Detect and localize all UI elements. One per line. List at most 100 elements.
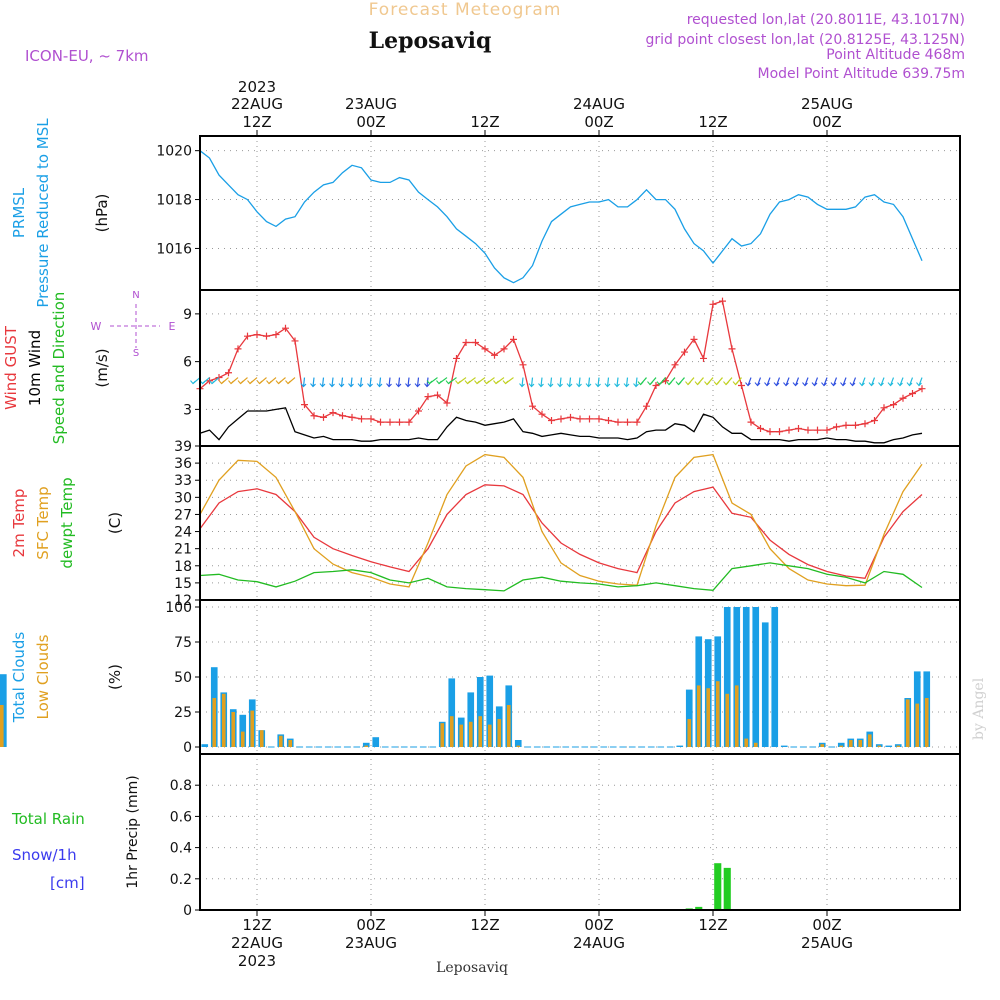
wind-arrow-head xyxy=(528,383,535,388)
panel-pressure: 1016 1018 1020 xyxy=(156,135,961,291)
gust-marker xyxy=(225,369,232,377)
total-cloud-bar xyxy=(837,742,845,747)
gust-marker xyxy=(681,348,688,356)
gust-marker xyxy=(529,402,536,410)
low-cloud-bar xyxy=(221,693,226,747)
y-tick-label: 27 xyxy=(174,507,192,523)
wind-direction-arrow xyxy=(616,377,619,387)
bottom-tick-time: 00Z xyxy=(584,916,613,934)
gust-marker xyxy=(842,421,850,429)
low-cloud-bar xyxy=(212,698,217,747)
bottom-tick-date: 22AUG xyxy=(231,934,283,952)
total-cloud-bar xyxy=(761,622,769,747)
gust-marker xyxy=(861,420,869,428)
low-cloud-bar xyxy=(516,745,521,747)
low-cloud-bar xyxy=(478,716,483,747)
total-cloud-bar xyxy=(467,692,475,747)
gust-marker xyxy=(215,374,223,382)
wind-arrow-head xyxy=(376,383,383,388)
precip-label-cm: [cm] xyxy=(50,874,85,892)
y-tick-label: 6 xyxy=(183,355,192,371)
top-tick-date: 23AUG xyxy=(345,95,397,113)
wind-arrow-head xyxy=(266,380,272,385)
gust-marker xyxy=(377,418,384,426)
wind-arrow-head xyxy=(190,380,196,385)
gust-marker xyxy=(519,361,527,369)
gust-marker xyxy=(795,424,802,432)
series-line-10m-wind xyxy=(199,407,923,444)
wind-arrow-head xyxy=(218,380,225,385)
y-tick-label: 25 xyxy=(174,705,192,721)
location-title: Leposaviq xyxy=(369,28,492,54)
wind-arrow-head xyxy=(237,380,244,385)
precip-bar xyxy=(714,863,722,910)
wind-arrow-head xyxy=(348,383,354,388)
point-altitude: Point Altitude 468m xyxy=(826,47,965,63)
precip-bar xyxy=(695,906,703,910)
panel-label-temperature-1: SFC Temp xyxy=(34,486,52,559)
gust-marker xyxy=(643,402,650,410)
wind-direction-arrow xyxy=(340,377,344,387)
total-cloud-bar xyxy=(514,740,522,747)
wind-arrow-head xyxy=(633,383,639,388)
y-tick-label: 0.4 xyxy=(170,841,192,857)
wind-direction-arrow xyxy=(359,377,363,387)
gust-marker xyxy=(367,415,375,423)
y-tick-label: 36 xyxy=(174,456,192,472)
wind-arrow-head xyxy=(209,380,215,385)
gust-marker xyxy=(804,426,812,434)
wind-arrow-head xyxy=(386,383,392,388)
y-tick-label: 9 xyxy=(183,307,192,323)
wind-direction-arrow xyxy=(606,377,610,387)
low-cloud-bar xyxy=(924,698,929,747)
y-tick-label: 12 xyxy=(174,593,192,609)
wind-arrow-head xyxy=(811,382,818,387)
low-cloud-bar xyxy=(715,681,720,747)
top-tick-time: 00Z xyxy=(584,113,613,131)
wind-direction-arrow xyxy=(416,377,420,387)
low-cloud-bar xyxy=(459,724,464,747)
gust-marker xyxy=(624,418,631,426)
gust-marker xyxy=(405,418,413,426)
y-tick-label: 0.2 xyxy=(170,872,192,888)
wind-arrow-head xyxy=(637,381,644,386)
gust-marker xyxy=(595,415,603,423)
wind-arrow-head xyxy=(519,383,525,388)
low-cloud-bar xyxy=(506,705,511,747)
low-cloud-bar xyxy=(858,740,863,747)
compass-north: N xyxy=(132,290,139,301)
wind-arrow-head xyxy=(455,380,461,385)
wind-direction-arrow xyxy=(918,377,923,386)
gust-marker xyxy=(396,418,403,426)
wind-arrow-head xyxy=(830,382,837,387)
gust-marker xyxy=(899,394,907,402)
wind-direction-arrow xyxy=(302,377,306,387)
gust-marker xyxy=(614,418,622,426)
total-cloud-bar xyxy=(201,744,209,747)
series-line-wind-gust xyxy=(199,300,923,433)
wind-arrow-head xyxy=(614,383,620,388)
panel-clouds: 0 25 50 75 100 xyxy=(0,599,961,756)
y-tick-label: 0 xyxy=(183,740,192,756)
gust-marker xyxy=(690,335,698,343)
wind-arrow-head xyxy=(474,380,480,385)
requested-coords: requested lon,lat (20.8011E, 43.1017N) xyxy=(687,12,965,28)
gust-marker xyxy=(700,354,707,362)
gust-marker xyxy=(234,345,242,353)
series-line-dewpt-temp xyxy=(199,562,923,592)
wind-direction-arrow xyxy=(407,377,410,387)
wind-direction-arrow xyxy=(813,377,819,386)
gust-marker xyxy=(890,401,897,409)
wind-arrow-head xyxy=(405,383,411,388)
gust-marker xyxy=(909,389,916,397)
total-cloud-bar xyxy=(486,675,494,747)
panel-wind: 3 6 9 xyxy=(183,289,961,447)
gust-marker xyxy=(415,407,422,415)
y-tick-label: 1020 xyxy=(156,144,192,160)
total-cloud-bar xyxy=(771,607,779,747)
wind-direction-arrow xyxy=(321,377,325,387)
gust-marker xyxy=(453,354,460,362)
gust-marker xyxy=(586,415,593,423)
series-line-2m-temp xyxy=(199,484,923,580)
